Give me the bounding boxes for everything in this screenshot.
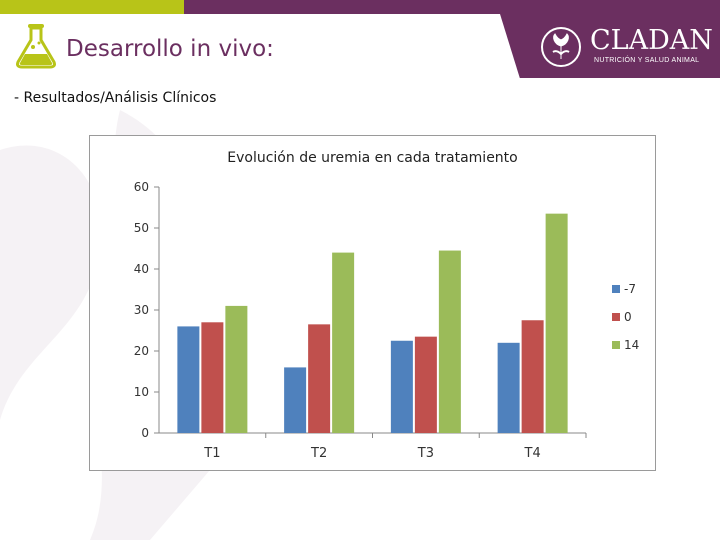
bar xyxy=(497,342,520,433)
brand-logo-name: CLADAN xyxy=(590,25,713,56)
x-tick-label: T2 xyxy=(310,446,327,461)
bar xyxy=(308,324,331,433)
y-tick-label: 10 xyxy=(134,385,149,399)
bar xyxy=(438,250,461,433)
bar xyxy=(332,252,355,433)
chart-title: Evolución de uremia en cada tratamiento xyxy=(227,150,517,166)
bar xyxy=(545,213,568,433)
x-tick-label: T4 xyxy=(524,446,541,461)
legend-label: 0 xyxy=(624,310,632,324)
x-tick-label: T1 xyxy=(203,446,220,461)
bar xyxy=(284,367,307,433)
legend-swatch xyxy=(612,313,620,321)
y-tick-label: 40 xyxy=(134,262,149,276)
bar xyxy=(390,340,413,433)
legend-swatch xyxy=(612,285,620,293)
bar xyxy=(414,336,437,433)
page-title: Desarrollo in vivo: xyxy=(66,36,274,62)
y-tick-label: 50 xyxy=(134,221,149,235)
y-tick-label: 0 xyxy=(141,426,149,440)
bar xyxy=(177,326,200,433)
bar xyxy=(225,305,248,433)
thistle-seal-icon xyxy=(541,27,581,67)
y-tick-label: 60 xyxy=(134,180,149,194)
bar xyxy=(521,320,544,433)
brand-logo-banner xyxy=(500,14,720,78)
uremia-bar-chart: Evolución de uremia en cada tratamiento 0… xyxy=(134,150,640,461)
legend-swatch xyxy=(612,341,620,349)
brand-logo-tagline: NUTRICIÓN Y SALUD ANIMAL xyxy=(594,57,700,64)
top-accent-bar-green xyxy=(0,0,184,14)
x-tick-label: T3 xyxy=(417,446,434,461)
bar xyxy=(201,322,224,433)
section-subtitle: - Resultados/Análisis Clínicos xyxy=(14,90,217,106)
flask-icon xyxy=(16,24,56,69)
legend-label: 14 xyxy=(624,338,639,352)
legend-label: -7 xyxy=(624,282,636,296)
y-tick-label: 30 xyxy=(134,303,149,317)
y-tick-label: 20 xyxy=(134,344,149,358)
top-accent-bar-purple xyxy=(184,0,720,14)
